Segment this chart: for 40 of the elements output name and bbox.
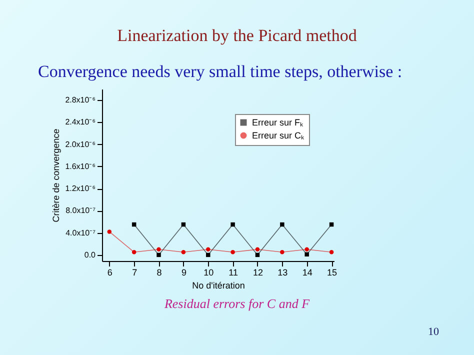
x-tick-label: 12 [252,268,263,278]
text: Residual errors for C and F [163,296,311,312]
x-axis-title: No d'itération [192,280,245,290]
chart-subtitle: Convergence needs very small time steps, otherwise : [38,62,402,82]
point [206,247,210,252]
x-tick-label: 9 [181,268,186,278]
x-tick-label: 11 [228,268,238,278]
y-tick-label: 2.8x10⁻⁶ [65,96,96,105]
legend-label: Erreur sur Cₖ [252,130,306,140]
y-tick-label: 1.6x10⁻⁶ [65,162,96,171]
y-tick-label: 0.0 [84,250,96,260]
x-tick-label: 7 [132,268,138,278]
legend-label: Erreur sur Fₖ [252,118,304,128]
x-tick-label: 8 [156,268,162,278]
text: 10 [428,326,439,338]
point [230,222,235,227]
point [280,250,284,254]
point [132,250,136,254]
y-tick-label: 2.0x10⁻⁶ [65,140,96,149]
point [230,250,235,254]
point [304,252,309,256]
point [156,252,161,258]
point [304,247,309,252]
point [156,247,161,252]
x-tick-label: 6 [107,268,112,278]
point [280,222,284,227]
x-tick-label: 14 [302,268,312,278]
x-tick-label: 15 [327,268,338,278]
y-tick-label: 1.2x10⁻⁶ [65,184,96,194]
y-tick-label: 2.4x10⁻⁶ [65,118,96,127]
y-tick-label: 4.0x10⁻⁷ [66,228,96,238]
point [107,230,112,234]
chart-title: Linearization by the Picard method [116,26,358,46]
x-tick-label: 13 [278,268,288,278]
y-tick-label: 8.0x10⁻⁷ [66,206,96,216]
x-tick-label: 10 [204,268,214,278]
point [255,247,260,252]
y-axis-title: Critère de convergence [51,128,62,222]
point [329,250,334,254]
point [181,250,186,254]
